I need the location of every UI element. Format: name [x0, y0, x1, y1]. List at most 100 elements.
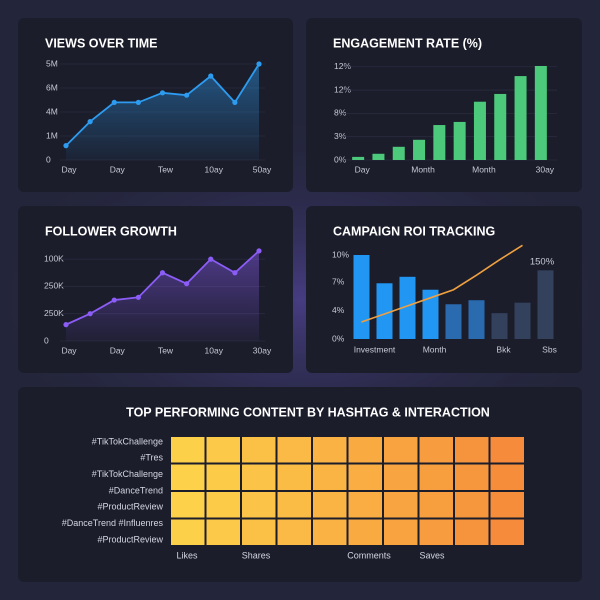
x-tick-label: Day [110, 345, 126, 355]
point [111, 99, 117, 105]
x-tick-label: 50ay [253, 164, 272, 174]
y-tick-label: 4M [46, 106, 58, 116]
x-tick-label: 30ay [253, 345, 272, 355]
heatmap-cell [171, 464, 205, 490]
x-tick-label: Month [423, 344, 447, 354]
y-tick-label: 250K [44, 281, 64, 291]
y-tick-label: 0% [334, 154, 347, 164]
x-tick-label: 10ay [205, 345, 224, 355]
y-tick-label: 3% [334, 131, 347, 141]
heatmap-cell [206, 437, 240, 463]
chart-title: FOLLOWER GROWTH [45, 224, 177, 238]
heatmap-cell [455, 464, 489, 490]
area [66, 64, 259, 160]
heatmap-cell [455, 437, 489, 463]
heatmap-cell [206, 464, 240, 490]
bar [491, 313, 508, 339]
bar [445, 304, 462, 339]
point [63, 143, 69, 149]
column-label: Likes [176, 550, 198, 560]
bar [376, 283, 393, 339]
heatmap-cell [419, 437, 453, 463]
heatmap-cell [206, 519, 240, 545]
heatmap-cell [277, 464, 311, 490]
point [111, 297, 117, 303]
point [208, 256, 214, 262]
y-tick-label: 12% [334, 84, 351, 94]
row-label: #ProductReview [97, 502, 163, 512]
heatmap-cell [277, 437, 311, 463]
row-label: #TikTokChallenge [92, 436, 163, 446]
row-label: #Tres [140, 453, 163, 463]
heatmap-cell [242, 519, 276, 545]
heatmap-cell [348, 492, 382, 518]
heatmap-cell [348, 464, 382, 490]
heatmap-cell [348, 437, 382, 463]
y-tick-label: 100K [44, 253, 64, 263]
bar [468, 300, 485, 339]
bar [422, 289, 439, 339]
point [232, 270, 238, 276]
y-tick-label: 0% [332, 333, 345, 343]
heatmap-cell [384, 464, 418, 490]
heatmap-cell [313, 464, 347, 490]
x-tick-label: 10ay [205, 164, 224, 174]
heatmap-cell [313, 519, 347, 545]
chart-title: ENGAGEMENT RATE (%) [333, 36, 482, 50]
bar [413, 139, 426, 160]
y-tick-label: 250K [44, 308, 64, 318]
bar [514, 302, 531, 339]
heatmap-cell [277, 492, 311, 518]
x-tick-label: Tew [158, 164, 174, 174]
bar [473, 101, 486, 160]
panel [306, 18, 582, 192]
heatmap-cell [419, 492, 453, 518]
point [184, 92, 190, 98]
point [135, 99, 141, 105]
x-tick-label: Month [411, 164, 435, 174]
heatmap-cell [384, 519, 418, 545]
heatmap-cell [419, 519, 453, 545]
heatmap-cell [419, 464, 453, 490]
bar [433, 125, 446, 160]
heatmap-cell [242, 492, 276, 518]
heatmap-cell [171, 437, 205, 463]
x-tick-label: Day [61, 345, 77, 355]
heatmap-cell [490, 519, 524, 545]
x-tick-label: Investment [354, 344, 396, 354]
row-label: #DanceTrend [109, 485, 163, 495]
heatmap-cell [242, 437, 276, 463]
heatmap-cell [313, 437, 347, 463]
bar [453, 121, 466, 160]
y-tick-label: 10% [332, 249, 349, 259]
line [361, 244, 523, 323]
y-tick-label: 8% [334, 108, 347, 118]
x-tick-label: Bkk [496, 344, 511, 354]
point [232, 99, 238, 105]
x-tick-label: Tew [158, 345, 174, 355]
point [256, 248, 262, 254]
chart-title: VIEWS OVER TIME [45, 36, 158, 50]
point [208, 73, 214, 79]
bar [392, 146, 405, 160]
heatmap-cell [455, 492, 489, 518]
chart-title: TOP PERFORMING CONTENT BY HASHTAG & INTE… [126, 405, 490, 419]
y-tick-label: 7% [332, 277, 345, 287]
x-tick-label: 30ay [536, 164, 555, 174]
heatmap-cell [171, 519, 205, 545]
row-label: #TikTokChallenge [92, 469, 163, 479]
point [256, 61, 262, 67]
heatmap-cell [277, 519, 311, 545]
heatmap-cell [490, 492, 524, 518]
point [184, 281, 190, 287]
bar [399, 276, 416, 339]
area [66, 250, 259, 341]
y-tick-label: 6M [46, 82, 58, 92]
annotation: 150% [530, 257, 555, 268]
column-label: Comments [347, 550, 391, 560]
point [159, 270, 166, 276]
bar [537, 270, 554, 339]
point [159, 90, 166, 96]
point [87, 311, 93, 317]
